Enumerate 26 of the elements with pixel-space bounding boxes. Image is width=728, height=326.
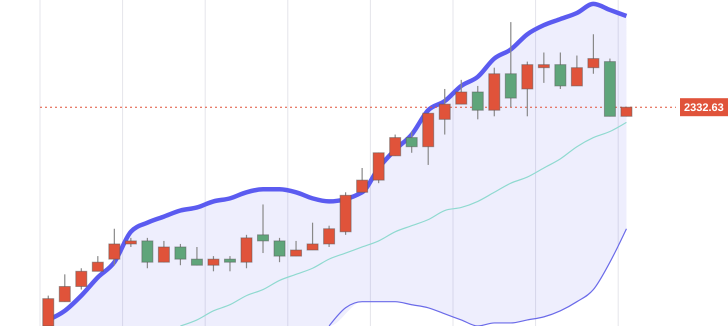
candlestick	[290, 240, 302, 257]
candlestick	[158, 240, 170, 263]
candlestick	[570, 54, 583, 87]
candlestick	[455, 79, 468, 105]
candlestick	[389, 134, 402, 156]
candlestick	[356, 167, 368, 193]
candlestick	[124, 237, 137, 248]
candlestick	[207, 256, 220, 272]
candlestick	[538, 52, 550, 84]
text: 2332.63	[684, 102, 724, 114]
candlestick	[174, 243, 186, 266]
candlestick	[306, 222, 319, 251]
candlestick	[224, 256, 236, 272]
candlestick	[323, 225, 336, 248]
candlestick	[190, 246, 203, 266]
candlestick	[406, 130, 418, 154]
candlestick	[141, 237, 154, 269]
candlestick	[92, 256, 104, 272]
candlestick	[58, 274, 71, 302]
candlestick	[472, 85, 484, 120]
candlestick	[108, 228, 120, 266]
candlestick	[587, 34, 600, 74]
candlestick	[554, 52, 566, 90]
candlestick	[274, 237, 286, 263]
candlestick	[257, 204, 270, 254]
candlestick	[75, 268, 88, 290]
